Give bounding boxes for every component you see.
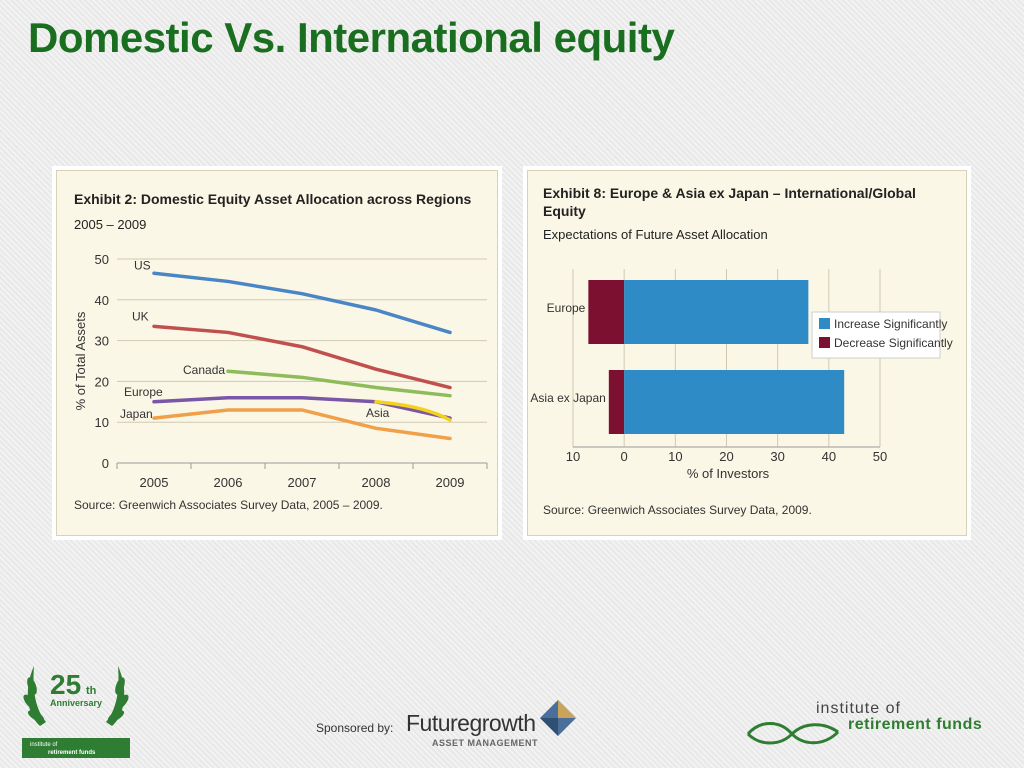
anniversary-org-line1: institute of [30,742,58,748]
chart1-y-tick-label: 50 [95,252,109,267]
international-equity-chart-panel: Exhibit 8: Europe & Asia ex Japan – Inte… [527,170,967,536]
chart2-x-axis-label: % of Investors [687,466,770,481]
chart1-series-japan-line [152,408,452,441]
chart1-series-uk-line [152,324,452,390]
sponsor-name: Futuregrowth [406,710,536,736]
chart2-category-label: Europe [547,301,586,315]
chart1-x-tick-label: 2009 [436,475,465,490]
chart1-series-label-asia: Asia [366,406,390,420]
chart1-x-tick-label: 2008 [362,475,391,490]
chart2-x-tick-label: 0 [621,449,628,464]
sponsor-label: Sponsored by: [316,721,394,735]
chart1-x-tick-label: 2005 [140,475,169,490]
anniversary-suffix: th [86,685,97,697]
chart1-series-label-uk: UK [132,309,149,323]
chart2-legend-box [811,311,941,359]
slide-title: Domestic Vs. International equity [28,14,675,61]
chart1-title: Exhibit 2: Domestic Equity Asset Allocat… [74,191,471,207]
anniversary-number: 25 [50,669,81,700]
chart1-y-axis-label: % of Total Assets [73,311,88,410]
chart2-title-line2: Equity [543,203,586,219]
chart2-legend: Increase Significantly Decrease Significa… [811,311,953,359]
infinity-swoosh-icon [746,722,840,745]
international-equity-bar-chart: Exhibit 8: Europe & Asia ex Japan – Inte… [530,185,953,517]
anniversary-logo: 25 th Anniversary institute of retiremen… [18,648,134,760]
chart2-bar-increase-0 [624,280,809,344]
chart2-bar-decrease-0 [588,280,625,344]
chart1-series-label-europe: Europe [124,385,163,399]
irf-line1: institute of [816,700,901,717]
chart2-legend-label: Decrease Significantly [834,336,953,350]
chart1-y-tick-label: 40 [95,293,109,308]
chart2-source: Source: Greenwich Associates Survey Data… [543,503,812,517]
laurel-wreath-icon [23,666,129,726]
chart1-series-label-canada: Canada [183,363,225,377]
chart2-x-tick-label: 50 [873,449,887,464]
chart2-x-tick-label: 20 [719,449,733,464]
chart1-series-us-line [152,271,452,335]
chart1-x-tick-label: 2006 [214,475,243,490]
futuregrowth-diamond-icon [540,700,576,736]
domestic-equity-chart-panel: Exhibit 2: Domestic Equity Asset Allocat… [56,170,498,536]
anniversary-org-line2: retirement funds [48,750,96,756]
chart1-x-tick-label: 2007 [288,475,317,490]
chart1-y-tick-label: 10 [95,415,109,430]
chart1-y-tick-label: 0 [102,456,109,471]
chart2-x-tick-label: 30 [770,449,784,464]
chart2-x-tick-label: 10 [668,449,682,464]
chart2-category-label: Asia ex Japan [530,391,605,405]
chart2-subtitle: Expectations of Future Asset Allocation [543,227,768,242]
chart1-series-europe-line [152,395,452,420]
chart1-series-label-japan: Japan [120,407,153,421]
chart1-subtitle: 2005 – 2009 [74,217,146,232]
anniversary-label: Anniversary [50,698,102,708]
irf-line2: retirement funds [848,716,983,733]
chart2-x-tick-label: 40 [822,449,836,464]
chart1-y-tick-label: 30 [95,334,109,349]
chart2-legend-label: Increase Significantly [834,317,947,331]
chart2-bar-increase-1 [624,370,845,434]
sponsor-sub: ASSET MANAGEMENT [432,738,539,748]
chart1-series-canada-line [226,369,452,398]
chart2-x-tick-label: 10 [566,449,580,464]
chart2-bar-decrease-1 [608,370,625,434]
chart2-legend-swatch [819,318,830,329]
domestic-equity-line-chart: Exhibit 2: Domestic Equity Asset Allocat… [73,191,488,512]
chart1-y-tick-label: 20 [95,374,109,389]
irf-logo: institute of retirement funds [744,700,1014,750]
chart2-title-line1: Exhibit 8: Europe & Asia ex Japan – Inte… [543,185,916,201]
chart1-series-label-us: US [134,258,151,272]
chart1-source: Source: Greenwich Associates Survey Data… [74,498,383,512]
chart2-legend-swatch [819,337,830,348]
chart1-series-asia-line [374,400,452,422]
